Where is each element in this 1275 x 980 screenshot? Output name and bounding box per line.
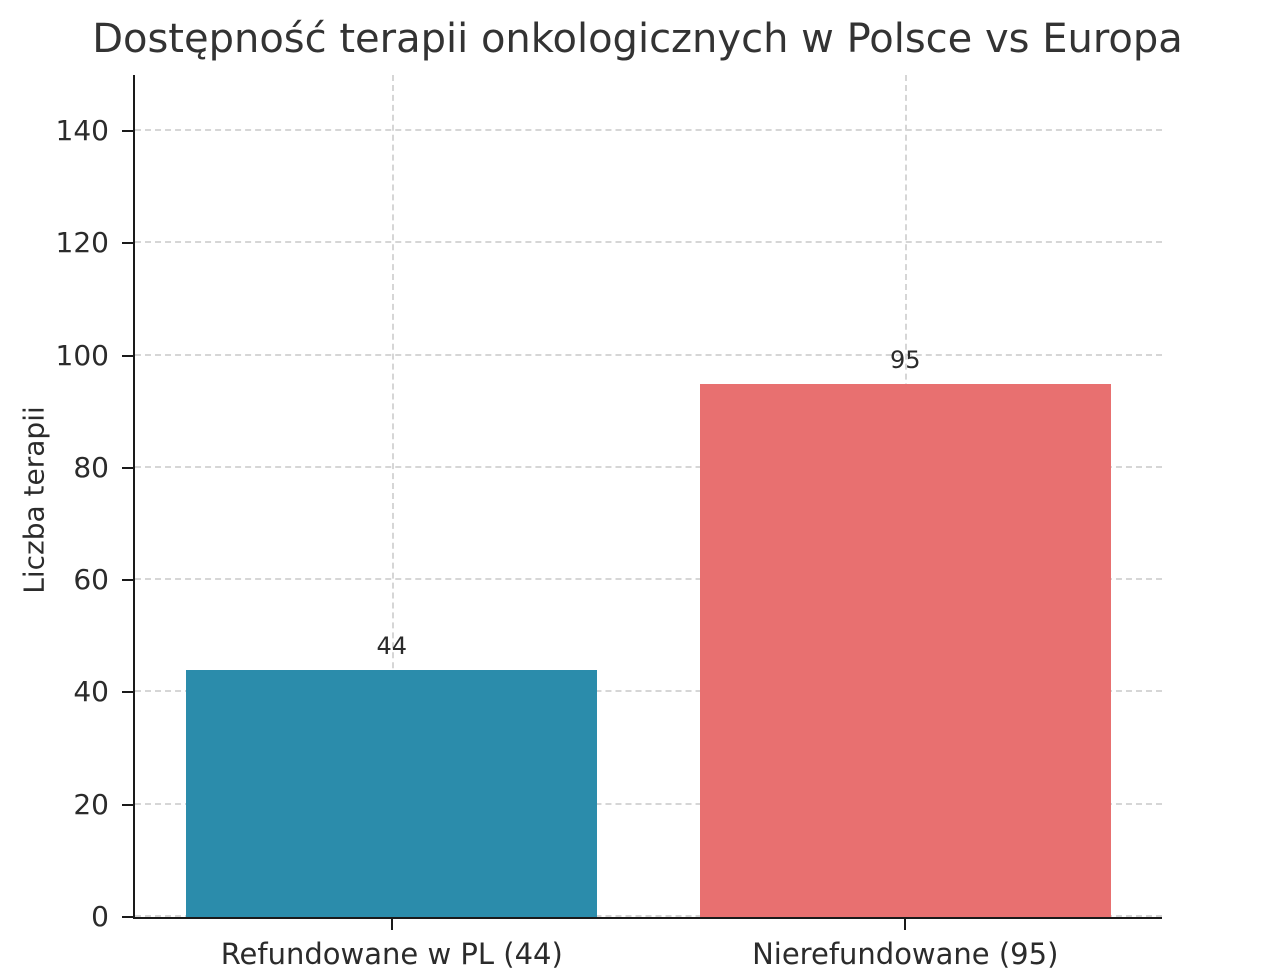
y-tick-mark (122, 916, 133, 918)
bar (186, 670, 598, 917)
y-tick-mark (122, 130, 133, 133)
h-gridline (135, 802, 1162, 805)
chart-title: Dostępność terapii onkologicznych w Pols… (92, 16, 1183, 62)
bar (699, 383, 1111, 917)
y-tick-label: 40 (73, 675, 109, 709)
y-tick-mark (122, 354, 133, 357)
y-tick-label: 60 (73, 563, 109, 597)
y-tick-mark (122, 242, 133, 245)
x-tick-mark (390, 919, 393, 930)
h-gridline (135, 915, 1162, 917)
y-tick-label: 100 (55, 338, 109, 372)
h-gridline (135, 129, 1162, 132)
h-gridline (135, 241, 1162, 244)
h-gridline (135, 578, 1162, 581)
plot-area: 0 20 40 60 80 100 120 140 44 Refundowane w PL (44… (56, 75, 1162, 971)
v-gridline (391, 75, 394, 917)
y-tick-label: 0 (91, 900, 109, 933)
h-gridline (135, 690, 1162, 693)
x-tick-mark (904, 919, 907, 930)
y-tick-mark (122, 466, 133, 469)
y-tick-label: 140 (55, 114, 109, 148)
y-tick-label: 80 (73, 450, 109, 484)
x-tick-label: Nierefundowane (95) (752, 937, 1059, 971)
y-tick-mark (122, 691, 133, 694)
y-tick-label: 20 (73, 787, 109, 821)
y-tick-mark (122, 579, 133, 582)
x-tick-label: Refundowane w PL (44) (220, 937, 563, 971)
y-tick-mark (122, 803, 133, 806)
y-tick-label: 120 (55, 226, 109, 260)
h-gridline (135, 465, 1162, 468)
bar-value-label: 44 (376, 632, 408, 661)
h-gridline (135, 353, 1162, 356)
bar-value-label: 95 (889, 345, 921, 374)
